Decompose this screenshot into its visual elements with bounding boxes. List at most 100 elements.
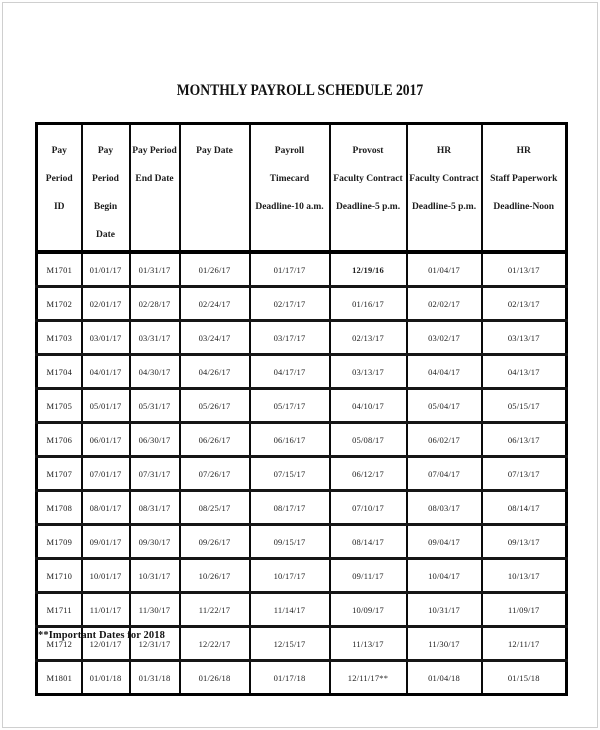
table-cell: 03/13/17	[480, 319, 568, 355]
table-cell: 01/31/17	[128, 252, 181, 287]
column-header-line: Timecard	[269, 174, 310, 184]
table-cell: 12/19/16	[328, 252, 408, 287]
table-row: M1712 12/01/17 12/31/17 12/22/17 12/15/17 11/…	[35, 625, 568, 661]
table-row: M1710 10/01/17 10/31/17 10/26/17 10/17/17 09/…	[35, 557, 568, 593]
table-cell: 08/31/17	[128, 489, 181, 525]
table-cell: 02/13/17	[480, 285, 568, 321]
table-cell: M1704	[35, 353, 83, 389]
table-cell: 12/31/17	[128, 625, 181, 661]
table-cell: 08/17/17	[248, 489, 331, 525]
table-row: M1801 01/01/18 01/31/18 01/26/18 01/17/18 12/…	[35, 659, 568, 695]
table-cell: 09/26/17	[178, 523, 251, 559]
column-header-line: ID	[53, 202, 65, 212]
table-cell: 07/26/17	[178, 455, 251, 491]
table-cell: 04/10/17	[328, 387, 408, 423]
table-cell: 06/13/17	[480, 421, 568, 457]
table-cell: 10/26/17	[178, 557, 251, 593]
table-cell: 07/01/17	[80, 455, 131, 491]
table-cell: 09/30/17	[128, 523, 181, 559]
table-cell: 12/15/17	[248, 625, 331, 661]
table-cell: 06/12/17	[328, 455, 408, 491]
column-header-line: Deadline-Noon	[493, 202, 555, 212]
table-cell: 09/01/17	[80, 523, 131, 559]
table-cell: 10/17/17	[248, 557, 331, 593]
table-cell: 02/28/17	[128, 285, 181, 321]
table-cell: M1801	[35, 659, 83, 695]
table-cell: 04/04/17	[405, 353, 483, 389]
table-cell: 10/04/17	[405, 557, 483, 593]
column-header-hr-staff: HR Staff Paperwork Deadline-Noon	[480, 123, 568, 254]
table-cell: 09/04/17	[405, 523, 483, 559]
table-cell: 05/31/17	[128, 387, 181, 423]
table-cell: M1708	[35, 489, 83, 525]
table-cell: 01/31/18	[128, 659, 181, 695]
table-row: M1702 02/01/17 02/28/17 02/24/17 02/17/17 01/…	[35, 285, 568, 321]
table-cell: 04/26/17	[178, 353, 251, 389]
table-cell: 11/13/17	[328, 625, 408, 661]
table-cell: M1706	[35, 421, 83, 457]
table-cell: 08/14/17	[480, 489, 568, 525]
table-cell: 04/13/17	[480, 353, 568, 389]
table-cell: 10/09/17	[328, 591, 408, 627]
table-cell: 07/10/17	[328, 489, 408, 525]
column-header-line: Pay Period	[132, 146, 177, 156]
table-cell: 06/16/17	[248, 421, 331, 457]
table-cell: 06/30/17	[128, 421, 181, 457]
table-cell: 05/01/17	[80, 387, 131, 423]
table-cell: M1707	[35, 455, 83, 491]
table-row: M1701 01/01/17 01/31/17 01/26/17 01/17/17 12/…	[35, 252, 568, 287]
table-cell: 11/30/17	[128, 591, 181, 627]
table-cell: 02/13/17	[328, 319, 408, 355]
table-cell: M1711	[35, 591, 83, 627]
column-header-line: Pay Period	[45, 146, 73, 184]
table-cell: 01/17/17	[248, 252, 331, 287]
table-header: Pay Period ID Pay Period Begin Date Pay Peri…	[35, 123, 568, 254]
table-row: M1706 06/01/17 06/30/17 06/26/17 06/16/17 05/…	[35, 421, 568, 457]
table-body: M1701 01/01/17 01/31/17 01/26/17 01/17/17 12/…	[35, 252, 568, 695]
table-cell: M1701	[35, 252, 83, 287]
column-header-line: Deadline-5 p.m.	[335, 202, 401, 212]
table-cell: 03/17/17	[248, 319, 331, 355]
table-cell: 11/14/17	[248, 591, 331, 627]
table-cell: 10/31/17	[405, 591, 483, 627]
column-header-line: Payroll	[274, 146, 305, 156]
table-row: M1707 07/01/17 07/31/17 07/26/17 07/15/17 06/…	[35, 455, 568, 491]
table-cell: 05/17/17	[248, 387, 331, 423]
table-cell: 01/04/18	[405, 659, 483, 695]
table-cell: 05/26/17	[178, 387, 251, 423]
table-cell: 02/02/17	[405, 285, 483, 321]
page-title: MONTHLY PAYROLL SCHEDULE 2017	[0, 82, 600, 100]
table-cell: 05/04/17	[405, 387, 483, 423]
table-cell: 09/11/17	[328, 557, 408, 593]
column-header-pay-date: Pay Date	[178, 123, 251, 254]
table-cell: 07/13/17	[480, 455, 568, 491]
table-cell: 01/15/18	[480, 659, 568, 695]
table-cell: 04/17/17	[248, 353, 331, 389]
table-cell: 03/02/17	[405, 319, 483, 355]
table-cell: 06/26/17	[178, 421, 251, 457]
table-cell: 10/31/17	[128, 557, 181, 593]
column-header-pay-period-begin-date: Pay Period Begin Date	[80, 123, 131, 254]
column-header-line: HR	[436, 146, 452, 156]
table-cell: 02/17/17	[248, 285, 331, 321]
table-cell: 01/17/18	[248, 659, 331, 695]
table-cell: 07/31/17	[128, 455, 181, 491]
table-cell: 11/01/17	[80, 591, 131, 627]
column-header-payroll-timecard: Payroll Timecard Deadline-10 a.m.	[248, 123, 331, 254]
column-header-line: HR	[516, 146, 531, 156]
footnote: **Important Dates for 2018	[38, 630, 165, 641]
column-header-line: Pay Date	[196, 146, 233, 156]
column-header-line: Provost	[352, 146, 384, 156]
column-header-line: Begin Date	[93, 202, 118, 240]
column-header-line: Faculty Contract	[409, 174, 479, 184]
table-cell: 05/15/17	[480, 387, 568, 423]
table-row: M1708 08/01/17 08/31/17 08/25/17 08/17/17 07/…	[35, 489, 568, 525]
table-cell: 01/01/18	[80, 659, 131, 695]
column-header-line: Faculty Contract	[333, 174, 403, 184]
table-cell: 09/15/17	[248, 523, 331, 559]
table-cell: 08/03/17	[405, 489, 483, 525]
table-row: M1705 05/01/17 05/31/17 05/26/17 05/17/17 04/…	[35, 387, 568, 423]
payroll-schedule-table: Pay Period ID Pay Period Begin Date Pay Peri…	[35, 122, 568, 696]
column-header-pay-period-id: Pay Period ID	[35, 123, 83, 254]
